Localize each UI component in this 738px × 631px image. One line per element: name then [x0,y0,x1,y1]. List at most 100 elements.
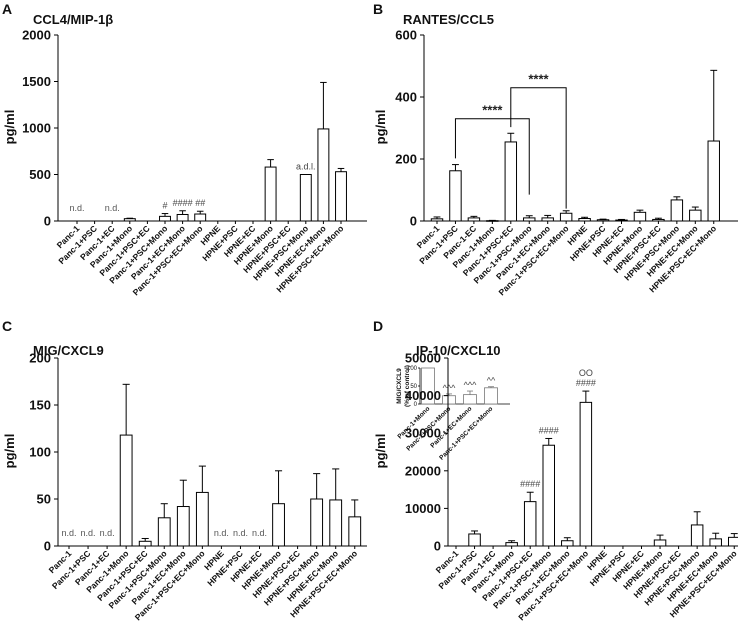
y-axis-label: pg/ml [2,434,17,469]
chart-title: RANTES/CCL5 [403,12,494,27]
y-tick-label: 1000 [22,121,51,136]
inset-bar [484,387,498,405]
bar [335,171,347,222]
bar [119,434,133,547]
bar [176,213,189,222]
chart-title: MIG/CXCL9 [33,343,104,358]
annotation-symbol: #### [539,425,559,435]
y-tick-label: 0 [44,214,51,229]
bar [467,217,481,222]
bar [727,536,738,547]
y-tick-label: 400 [395,90,417,105]
bar [709,538,722,547]
bar [578,218,591,222]
annotation-symbol: OO [579,368,593,378]
annotation-symbol: a.d.l. [296,162,316,172]
inset-y-tick-label: 0 [414,402,418,408]
inset-y-tick-label: 100 [407,366,418,372]
inset-annotation: ^^^ [464,380,477,390]
annotation-symbol: ## [195,198,205,208]
bar [542,444,556,547]
y-tick-label: 0 [434,539,441,554]
significance-label: **** [528,72,549,87]
bar [707,140,720,222]
bar [523,217,536,222]
y-tick-label: 50000 [405,351,441,366]
inset-y-label-line1: MIG/CXCL9 [396,368,403,404]
annotation-symbol: #### [520,479,540,489]
bar [505,542,518,547]
significance-bracket [510,87,567,209]
panel-D: DIP-10/CXCL10pg/ml0100002000030000400005… [373,318,738,622]
annotation-symbol: #### [576,378,596,388]
y-tick-label: 40000 [405,388,441,403]
bar [195,491,209,547]
significance-label: **** [482,103,503,118]
bar [468,533,481,547]
bar [579,401,593,547]
bar [329,499,343,547]
annotation-symbol: #### [173,198,193,208]
annotation-nd: n.d. [105,203,120,213]
panel-B: BRANTES/CCL5pg/ml0200400600Panc-1Panc-1+… [373,1,738,297]
bar [194,213,207,222]
y-tick-label: 20000 [405,463,441,478]
y-tick-label: 50 [37,492,51,507]
chart-title: IP-10/CXCL10 [416,343,501,358]
panel-letter: B [373,1,383,17]
significance-bracket [454,118,530,195]
y-tick-label: 150 [29,398,51,413]
bar [596,219,610,222]
bar [559,212,573,222]
annotation-nd: n.d. [100,528,115,538]
annotation-nd: n.d. [69,203,84,213]
y-tick-label: 0 [410,214,417,229]
y-tick-label: 100 [29,445,51,460]
bar [670,199,684,222]
inset-annotation: ^^ [487,376,496,386]
panel-letter: D [373,318,383,334]
annotation-nd: n.d. [81,528,96,538]
panel-letter: C [2,318,12,334]
inset-y-tick-label: 50 [410,384,417,390]
y-tick-label: 500 [29,167,51,182]
annotation-nd: n.d. [61,528,76,538]
bar [348,516,362,547]
panel-C: CMIG/CXCL9pg/ml050100150200Panc-1Panc-1+… [2,318,367,622]
bar [430,218,444,222]
bar [633,211,647,222]
y-tick-label: 200 [395,152,417,167]
annotation-nd: n.d. [214,528,229,538]
y-tick-label: 2000 [22,28,51,43]
inset-bar [463,394,477,405]
bar [299,174,312,222]
bar [317,128,330,222]
bar [652,218,665,222]
bar [138,540,152,547]
chart-title: CCL4/MIP-1β [33,12,113,27]
bar [541,217,554,222]
y-axis-label: pg/ml [373,434,388,469]
bar [123,218,136,222]
bar [689,209,702,222]
y-tick-label: 200 [29,351,51,366]
bar [653,539,667,547]
y-axis-label: pg/ml [2,110,17,145]
bar [561,540,574,547]
y-tick-label: 10000 [405,501,441,516]
bar [157,517,171,547]
bar [159,215,171,222]
bar [176,506,190,547]
inset-bar [442,395,456,405]
inset-y-label-line2: (% of control) [404,365,411,407]
inset-bar [421,367,435,405]
annotation-symbol: # [162,201,167,211]
bar [264,166,277,222]
y-tick-label: 1500 [22,74,51,89]
bar [504,141,518,222]
panel-A: ACCL4/MIP-1βpg/ml0500100015002000Panc-1P… [2,1,367,297]
bar [690,524,704,547]
bar [615,219,628,222]
